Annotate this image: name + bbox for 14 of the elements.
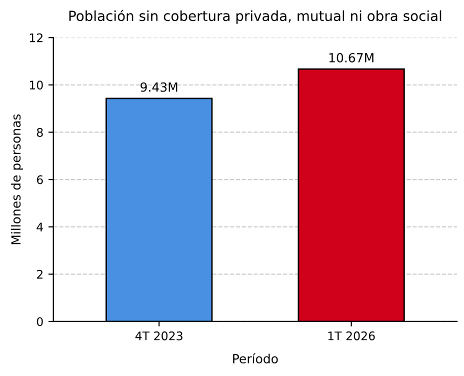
x-tick-label: 4T 2023: [135, 331, 182, 340]
data-label: 10.67M: [329, 53, 374, 62]
y-tick-label: 6: [36, 175, 43, 184]
y-tick-label: 4: [36, 222, 43, 232]
chart-title: Población sin cobertura privada, mutual ni obra social: [69, 10, 442, 24]
y-tick-label: 12: [30, 33, 42, 42]
y-tick-label: 8: [36, 128, 43, 137]
y-tick-label: 0: [36, 317, 43, 326]
data-label: 9.43M: [140, 82, 178, 92]
y-axis-title: Millones de personas: [10, 114, 24, 244]
y-tick-label: 2: [36, 270, 42, 279]
x-axis-title: Período: [233, 353, 278, 364]
y-tick-label: 10: [30, 80, 43, 90]
x-tick-label: 1T 2026: [328, 331, 375, 340]
